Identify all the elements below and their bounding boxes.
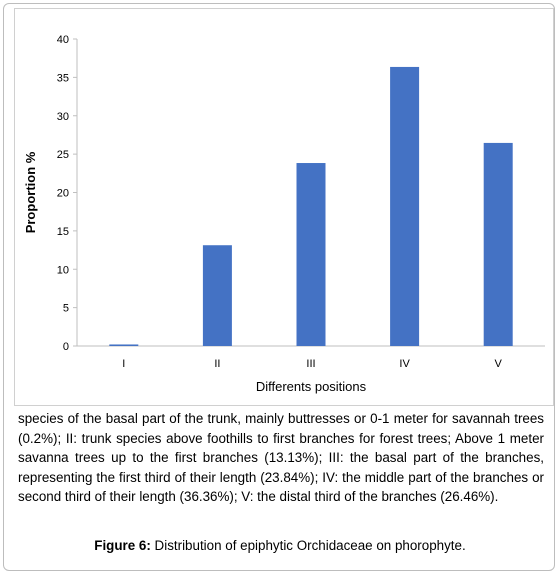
bar-I — [109, 344, 139, 346]
y-tick-label: 5 — [63, 303, 69, 315]
y-tick-label: 20 — [57, 188, 69, 200]
y-axis-label: Proportion % — [23, 151, 38, 233]
y-tick-label: 35 — [57, 72, 69, 84]
x-tick-label: V — [495, 358, 503, 370]
y-tick-label: 40 — [57, 34, 69, 46]
x-axis-label: Differents positions — [256, 379, 367, 394]
y-tick-label: 0 — [63, 341, 69, 353]
caption-body: species of the basal part of the trunk, … — [18, 411, 544, 504]
bar-V — [483, 142, 513, 346]
x-tick-label: I — [122, 358, 125, 370]
figure-title: Distribution of epiphytic Orchidaceae on… — [150, 538, 466, 553]
x-tick-label: IV — [399, 358, 410, 370]
bars — [109, 66, 513, 346]
figure-label: Figure 6: — [94, 538, 151, 553]
y-tick-label: 25 — [57, 149, 69, 161]
y-tick-label: 15 — [57, 226, 69, 238]
x-tick-label: III — [306, 358, 315, 370]
y-tick-label: 30 — [57, 111, 69, 123]
chart-container: 0 5 10 15 20 25 30 35 40 I II III IV V Proportion % … — [14, 8, 554, 406]
x-axis-ticks: I II III IV V — [122, 358, 502, 370]
y-tick-label: 10 — [57, 264, 69, 276]
x-tick-label: II — [214, 358, 220, 370]
bar-III — [296, 163, 326, 346]
bar-II — [202, 245, 232, 346]
figure-caption: Figure 6: Distribution of epiphytic Orch… — [0, 538, 560, 553]
bar-IV — [390, 66, 420, 346]
y-axis-ticks: 0 5 10 15 20 25 30 35 40 — [57, 34, 77, 353]
